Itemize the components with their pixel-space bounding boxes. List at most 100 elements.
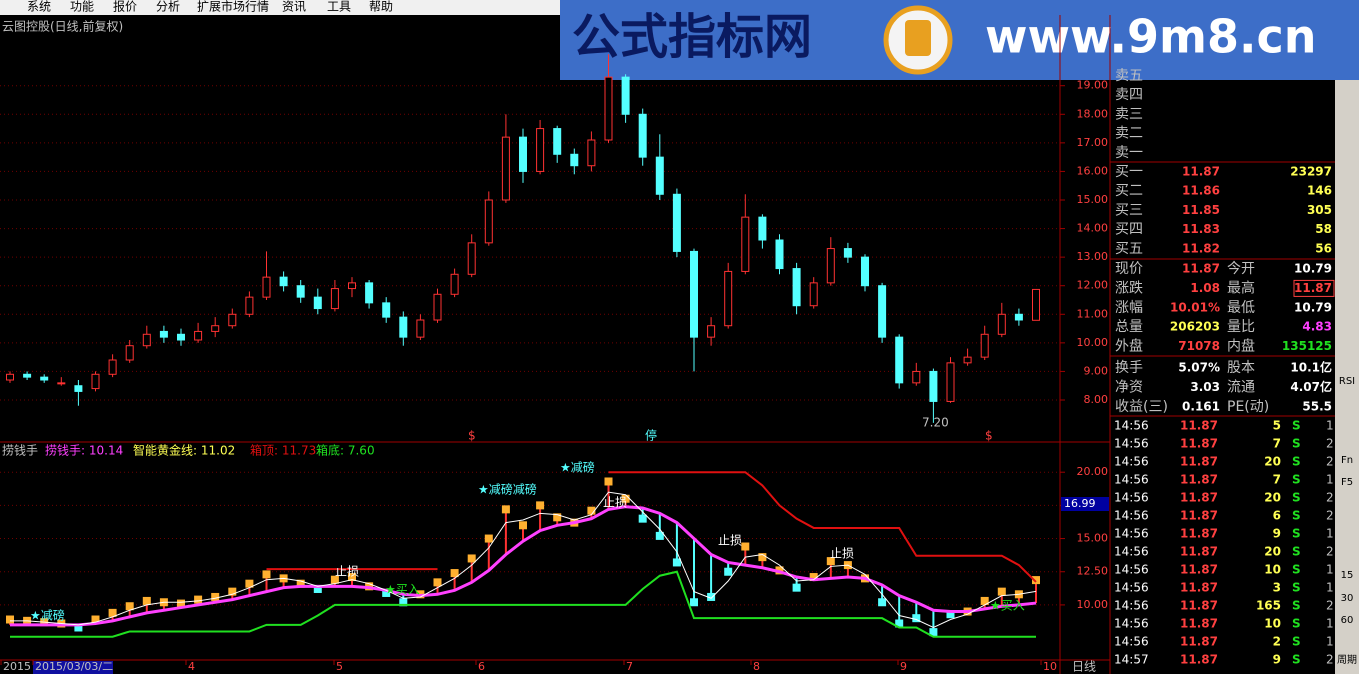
close-block bbox=[348, 573, 356, 582]
book-price: 11.86 bbox=[1182, 184, 1220, 198]
book-label: 买四 bbox=[1115, 222, 1143, 238]
menu-item[interactable]: 报价 bbox=[113, 0, 137, 14]
stat-label: 净资 bbox=[1115, 379, 1143, 395]
candle-body bbox=[1032, 288, 1040, 321]
close-block bbox=[878, 598, 887, 607]
close-block bbox=[501, 505, 510, 514]
tick-time: 14:56 bbox=[1114, 455, 1149, 469]
x-tick-label: 4 bbox=[188, 660, 195, 673]
menu-item[interactable]: 分析 bbox=[156, 0, 180, 14]
candle-body bbox=[809, 282, 818, 307]
toolbar-button[interactable]: 周期 bbox=[1337, 654, 1357, 666]
y-tick-label: 14.00 bbox=[1077, 222, 1109, 235]
candle-body bbox=[724, 270, 733, 327]
tick-time: 14:56 bbox=[1114, 545, 1149, 559]
candle-body bbox=[604, 76, 613, 141]
candle-body bbox=[450, 273, 459, 295]
close-block bbox=[997, 587, 1006, 596]
watermark-banner bbox=[560, 0, 1359, 80]
menu-item[interactable]: 扩展市场行情 bbox=[197, 0, 269, 14]
tick-price: 11.87 bbox=[1180, 491, 1218, 505]
toolbar-button[interactable]: F5 bbox=[1341, 477, 1353, 488]
tick-side: S bbox=[1292, 563, 1301, 577]
stat-label: 总量 bbox=[1115, 319, 1143, 335]
stat-value: 135125 bbox=[1282, 339, 1332, 353]
close-block bbox=[211, 592, 220, 601]
close-block bbox=[467, 554, 476, 563]
menu-item[interactable]: 系统 bbox=[27, 0, 51, 14]
close-block bbox=[399, 598, 408, 607]
x-tick-label: 2015 bbox=[3, 660, 31, 673]
tick-side: S bbox=[1292, 509, 1301, 523]
watermark-logo-icon bbox=[905, 20, 931, 56]
toolbar-button[interactable]: 15 bbox=[1341, 570, 1354, 581]
candle-body bbox=[279, 276, 288, 287]
book-label: 买五 bbox=[1115, 241, 1143, 257]
stat-value: 0.161 bbox=[1182, 399, 1220, 413]
close-block bbox=[296, 579, 305, 588]
tick-side: S bbox=[1292, 419, 1301, 433]
close-block bbox=[929, 628, 938, 637]
annotation: ★买入 bbox=[385, 583, 420, 597]
menu-item[interactable]: 资讯 bbox=[282, 0, 306, 14]
annotation: ★减磅 bbox=[30, 608, 65, 623]
y-tick-label: 16.00 bbox=[1077, 164, 1109, 177]
candle-body bbox=[878, 285, 887, 338]
legend-entry: 智能黄金线: 11.02 bbox=[133, 443, 235, 458]
close-block bbox=[536, 501, 545, 510]
close-block bbox=[604, 477, 613, 486]
tick-count: 1 bbox=[1326, 527, 1334, 541]
chart-title: 云图控股(日线,前复权) bbox=[2, 19, 123, 34]
y-tick-label: 8.00 bbox=[1084, 393, 1109, 406]
tick-side: S bbox=[1292, 491, 1301, 505]
candle-body bbox=[741, 216, 750, 272]
x-tick-label: 10 bbox=[1043, 660, 1057, 673]
stat-value: 4.83 bbox=[1302, 320, 1332, 334]
tick-price: 11.87 bbox=[1180, 563, 1218, 577]
stat-label: 流通 bbox=[1227, 379, 1255, 395]
book-price: 11.82 bbox=[1182, 241, 1220, 255]
toolbar-button[interactable]: RSI bbox=[1339, 376, 1355, 387]
close-block bbox=[809, 573, 818, 582]
y-tick-label: 17.00 bbox=[1077, 136, 1109, 149]
tick-volume: 10 bbox=[1264, 563, 1281, 577]
candle-body bbox=[775, 239, 784, 270]
menu-item[interactable]: 工具 bbox=[327, 0, 351, 14]
tick-side: S bbox=[1292, 455, 1301, 469]
candle-body bbox=[843, 248, 852, 258]
stat-label: 股本 bbox=[1227, 360, 1255, 376]
menu-item[interactable]: 帮助 bbox=[369, 0, 393, 14]
side-toolbar bbox=[1335, 15, 1359, 674]
book-volume: 56 bbox=[1315, 241, 1332, 255]
candle-body bbox=[621, 76, 630, 115]
tick-count: 1 bbox=[1326, 635, 1334, 649]
annotation: 止损 bbox=[335, 565, 359, 579]
stat-value: 5.07% bbox=[1178, 361, 1220, 375]
stat-label: 今开 bbox=[1227, 261, 1255, 277]
x-tick-label: 7 bbox=[626, 660, 633, 673]
close-block bbox=[758, 553, 767, 562]
toolbar-button[interactable]: 30 bbox=[1341, 593, 1354, 604]
tick-volume: 20 bbox=[1264, 545, 1281, 559]
candle-body bbox=[313, 296, 322, 310]
close-block bbox=[655, 531, 664, 540]
candle-body bbox=[946, 362, 955, 402]
period-label: 日线 bbox=[1072, 660, 1096, 674]
close-block bbox=[245, 579, 254, 588]
candle-body bbox=[638, 113, 647, 158]
candle-body bbox=[587, 139, 596, 167]
highlight-box bbox=[1293, 279, 1335, 297]
annotation: ★买入 bbox=[990, 599, 1025, 613]
toolbar-button[interactable]: Fn bbox=[1341, 455, 1353, 466]
book-label: 买二 bbox=[1115, 183, 1143, 199]
stat-value: 55.5 bbox=[1302, 399, 1332, 413]
close-block bbox=[108, 608, 117, 617]
toolbar-button[interactable]: 60 bbox=[1341, 615, 1354, 626]
candle-body bbox=[142, 333, 151, 347]
candle-body bbox=[963, 356, 972, 364]
close-block bbox=[142, 596, 151, 605]
tick-count: 2 bbox=[1326, 599, 1334, 613]
close-block bbox=[587, 506, 596, 515]
tick-price: 11.87 bbox=[1180, 437, 1218, 451]
menu-item[interactable]: 功能 bbox=[70, 0, 94, 14]
